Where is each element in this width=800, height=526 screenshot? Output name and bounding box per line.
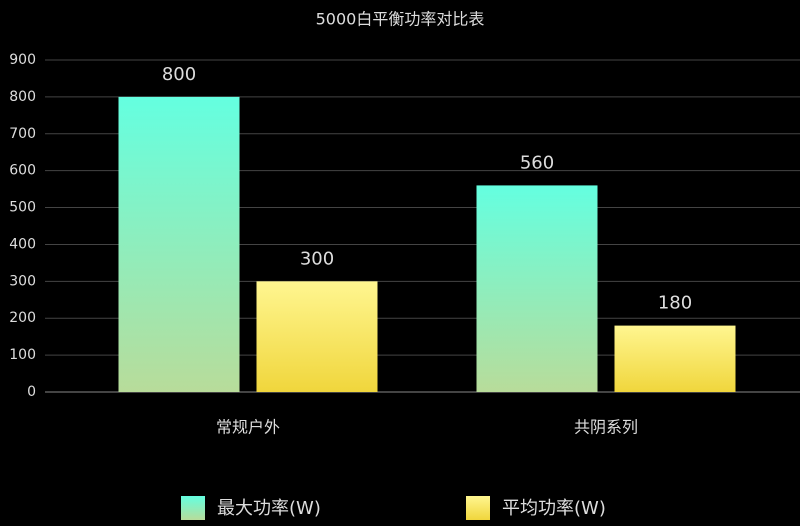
chart-title: 5000白平衡功率对比表: [316, 10, 485, 29]
y-tick-label: 900: [9, 52, 36, 68]
bar: [476, 185, 598, 392]
legend-label: 最大功率(W): [217, 498, 321, 519]
legend-label: 平均功率(W): [502, 498, 606, 519]
bar: [118, 96, 240, 392]
y-tick-label: 500: [9, 200, 36, 216]
value-label: 300: [300, 248, 334, 269]
y-tick-label: 300: [9, 273, 36, 289]
legend-swatch: [466, 496, 490, 520]
y-tick-label: 0: [27, 384, 36, 400]
y-tick-label: 400: [9, 236, 36, 252]
bar: [614, 325, 736, 392]
y-tick-label: 100: [9, 347, 36, 363]
bar: [256, 281, 378, 392]
x-tick-label: 常规户外: [216, 418, 280, 437]
y-tick-label: 600: [9, 163, 36, 179]
value-label: 180: [658, 293, 692, 314]
value-label: 560: [520, 152, 554, 173]
x-tick-label: 共阴系列: [574, 418, 638, 437]
y-tick-label: 800: [9, 89, 36, 105]
legend-swatch: [181, 496, 205, 520]
y-tick-label: 700: [9, 126, 36, 142]
value-label: 800: [162, 64, 196, 85]
y-tick-label: 200: [9, 310, 36, 326]
